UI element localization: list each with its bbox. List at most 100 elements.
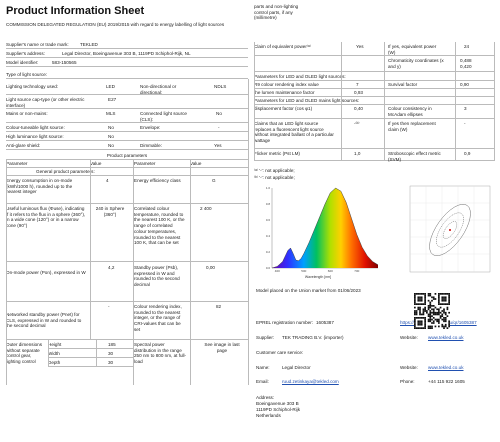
type-header-row: Type of light source: — [6, 67, 248, 79]
chroma-label: Chromaticity coordinates (x and y) — [388, 58, 444, 69]
website-label: Website: — [400, 335, 418, 340]
general-value: 240 in Sphere (360°) — [95, 206, 125, 217]
general-param-2: Correlated colour temperature, rounded t… — [134, 206, 185, 246]
type-value: LED — [106, 84, 115, 89]
type-value: No — [108, 143, 114, 148]
service-website-link[interactable]: www.tekled.co.uk — [428, 365, 464, 370]
mains-header: Parameters for LED and OLED mains light … — [254, 98, 360, 103]
type-label: Lighting technology used: — [6, 84, 59, 89]
right-top-block: parts and non-lighting control parts, if… — [254, 4, 494, 42]
general-value: - — [108, 304, 110, 309]
type-label-2: Dimmable: — [140, 143, 162, 148]
dim-depth-row: Depth 30 — [48, 358, 134, 367]
params-header-row: Product parameters — [6, 150, 248, 160]
col-value-2: Value — [190, 161, 202, 166]
dim-height-value: 185 — [108, 342, 116, 347]
general-row: Networked standby power (Pnet) for CLS, … — [6, 302, 248, 340]
type-label-2: Connected light source (CLS): — [140, 111, 187, 122]
type-row: High luminance light source: No — [6, 132, 248, 141]
claim-label: Claim of equivalent power⁽ᵃ⁾ — [254, 44, 311, 49]
ellipse-point — [449, 229, 451, 231]
model-identifier-row: Model identifier: 583-150565 — [6, 58, 248, 67]
spectrum-chart: Wavelength [nm] 0.0 0.2 0.4 0.6 0.8 1.0 400 500… — [266, 186, 379, 279]
ellipse-chart — [409, 185, 491, 273]
mains-param-2: Stroboscopic effect metric (SVM) — [388, 151, 441, 162]
phone-label: Phone: — [400, 379, 415, 384]
spectrum-y-tick: 0.8 — [266, 202, 271, 206]
params-col-header: Parameter Value Parameter Value — [6, 160, 248, 168]
supplier-name-value: TEKLED — [80, 42, 98, 47]
spectrum-ticks: 0.0 0.2 0.4 0.6 0.8 1.0 400 500 600 700 — [266, 186, 360, 273]
led-param-2: Survival factor — [388, 82, 418, 87]
qr-code-icon[interactable] — [414, 293, 450, 329]
address-line-3: Netherlands — [256, 413, 281, 418]
supplier-address-value: Legal Director, Boeingavenue 303 B, 1119… — [62, 51, 191, 56]
spd-value: See image in last page — [204, 342, 240, 353]
type-label: High luminance light source: — [6, 134, 64, 139]
type-row: Colour-tuneable light source: No Envelop… — [6, 123, 248, 132]
mains-row: Claims that an LED light source replaces… — [254, 119, 494, 149]
general-value: 4 — [106, 178, 109, 183]
mcadam-ellipse — [442, 221, 458, 239]
claim-value: Yes — [356, 44, 364, 49]
spectrum-y-tick: 1.0 — [266, 186, 271, 190]
spectrum-y-tick: 0.2 — [266, 250, 271, 254]
email-link[interactable]: ruud.zetinkaya@tekled.com — [282, 379, 339, 384]
claim-row: Claim of equivalent power⁽ᵃ⁾ Yes If yes,… — [254, 42, 494, 56]
general-param: Energy consumption in on-mode (kWh/1000 … — [6, 178, 73, 195]
spectrum-y-tick: 0.4 — [266, 234, 271, 238]
phone-value: +44 115 922 1605 — [428, 379, 465, 384]
type-value-2: NDLS — [214, 84, 227, 89]
general-param: On-mode power (Pon), expressed in W — [6, 270, 86, 275]
registration-block: Model placed on the Union market from 01… — [254, 288, 494, 438]
type-label: Light source cap-type (or other electric… — [6, 97, 85, 108]
service-name-label: Name: — [256, 365, 270, 370]
spectrum-y-tick: 0.6 — [266, 218, 271, 222]
spd-label: Spectral power distribution in the range… — [134, 342, 187, 365]
col-value: Value — [90, 161, 102, 166]
type-row: Anti-glare shield: No Dimmable: Yes — [6, 141, 248, 150]
led-value: 7 — [356, 82, 359, 87]
eprel-value: 1605387 — [316, 320, 334, 325]
page-title: Product Information Sheet — [6, 5, 145, 17]
spectrum-line — [271, 187, 379, 269]
supplier-name-label: Supplier's name or trade mark: — [6, 42, 69, 47]
ellipse-grid — [410, 186, 490, 272]
model-identifier-label: Model identifier: — [6, 60, 39, 65]
model-identifier-value: 583-150565 — [52, 60, 77, 65]
led-row: the lumen maintenance factor 0,93 — [254, 89, 494, 97]
type-row: Mains or non-mains: MLS Connected light … — [6, 109, 248, 123]
supplier-address-label: Supplier's address: — [6, 51, 45, 56]
mains-param: Claims that an LED light source replaces… — [254, 121, 334, 144]
general-row: Useful luminous flux (Φuse), indicating … — [6, 204, 248, 262]
footnote-a: ⁽ᵃ⁾ '-': not applicable; — [254, 168, 295, 173]
if-yes-label: If yes, equivalent power (W) — [388, 44, 437, 55]
general-row: Energy consumption in on-mode (kWh/1000 … — [6, 176, 248, 204]
type-label: Colour-tuneable light source: — [6, 125, 65, 130]
mains-param-2: Colour consistency in McAdam ellipses — [388, 106, 432, 117]
address-label: Address: — [256, 395, 275, 400]
supplier-label: Supplier: — [256, 335, 275, 340]
dim-width-value: 30 — [108, 351, 114, 356]
dim-height-row: Height 185 — [48, 340, 134, 349]
website-link[interactable]: www.tekled.co.uk — [428, 335, 464, 340]
type-label-2: Envelope: — [140, 125, 161, 130]
mains-param: displacement factor (cos φ1) — [254, 106, 313, 111]
footnote-b: ⁽ᵇ⁾ '-': not applicable; — [254, 175, 295, 180]
type-row: Lighting technology used: LED Non-direct… — [6, 79, 248, 95]
general-value-2: 0,00 — [206, 265, 215, 270]
service-website-label: Website: — [400, 365, 418, 370]
general-row: On-mode power (Pon), expressed in W 4,2 … — [6, 262, 248, 302]
address-line-1: Boeingavenue 303 B — [256, 401, 299, 406]
general-param: Networked standby power (Pnet) for CLS, … — [6, 312, 82, 329]
dim-height-label: Height — [48, 342, 62, 347]
type-value: No — [108, 125, 114, 130]
spectrum-x-tick: 700 — [354, 269, 359, 273]
general-value-2: 2 400 — [200, 206, 212, 211]
chroma-x: 0,488 — [460, 58, 472, 63]
email-label: Email: — [256, 379, 269, 384]
dim-depth-label: Depth — [48, 360, 61, 365]
ellipse-shapes — [429, 204, 471, 256]
service-header: Customer care service: — [256, 350, 304, 355]
mains-value: 0,40 — [354, 106, 363, 111]
